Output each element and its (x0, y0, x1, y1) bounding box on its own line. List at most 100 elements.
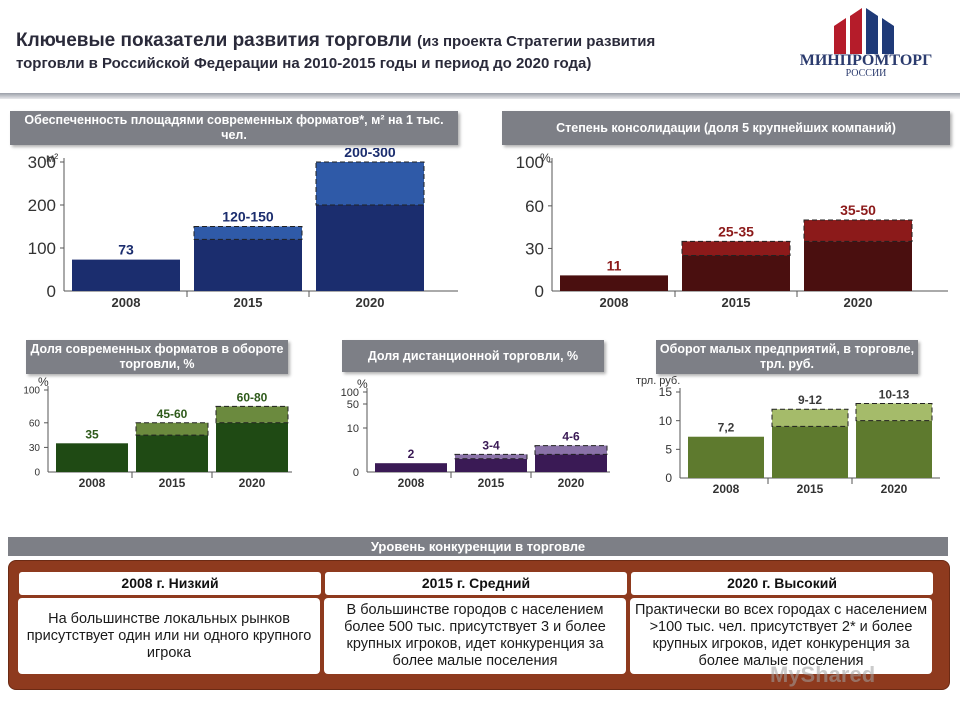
data-label: 2 (408, 447, 415, 461)
chart-3-title: Доля современных форматов в обороте торг… (26, 340, 288, 374)
bar-range (193, 226, 303, 240)
y-tick-label: 10 (659, 414, 673, 428)
bar-base (72, 259, 180, 291)
axis-unit: % (357, 377, 368, 391)
chart-1-title-text: Обеспеченность площадями современных фор… (24, 113, 444, 142)
y-tick-label: 60 (525, 197, 544, 216)
x-tick-label: 2008 (600, 295, 629, 310)
bar-range (855, 402, 933, 422)
y-tick-label: 30 (29, 443, 41, 454)
data-label: 200-300 (344, 148, 396, 160)
level-2008: 2008 г. Низкий (18, 571, 322, 596)
x-tick-label: 2008 (398, 476, 425, 490)
bar-base (688, 436, 764, 478)
data-label: 35 (85, 427, 99, 441)
x-tick-label: 2015 (722, 295, 751, 310)
axis-unit: % (38, 376, 49, 389)
data-label: 73 (118, 242, 134, 258)
bar-base (375, 463, 447, 472)
data-label: 4-6 (562, 430, 580, 444)
y-tick-label: 100 (341, 387, 359, 399)
bar-base (682, 255, 790, 291)
bar-base (136, 435, 208, 472)
logo-sub: РОССИИ (845, 68, 887, 79)
x-tick-label: 2015 (797, 482, 824, 496)
x-tick-label: 2008 (79, 476, 106, 490)
x-tick-label: 2020 (881, 482, 908, 496)
x-tick-label: 2015 (234, 295, 263, 310)
bar-base (216, 422, 288, 472)
chart-modern-formats: % 0 30 60 100 35 2008 45-60 2015 60-80 2020 (23, 376, 292, 490)
bar-range (135, 422, 209, 436)
bar-range (454, 453, 528, 460)
title-line2: торговли в Российской Федерации на 2010-… (16, 55, 592, 72)
bar-base (56, 443, 128, 472)
bar-range (681, 240, 791, 257)
chart-consolidation: % 0 30 60 100 11 2008 25-35 2015 35-50 2020 (516, 151, 948, 310)
x-tick-label: 2020 (239, 476, 266, 490)
x-tick-label: 2015 (159, 476, 186, 490)
chart-4-title: Доля дистанционной торговли, % (342, 340, 604, 372)
data-label: 11 (607, 257, 622, 273)
y-tick-label: 10 (347, 423, 359, 435)
x-tick-label: 2020 (844, 295, 873, 310)
data-label: 10-13 (879, 387, 910, 401)
header-separator (0, 93, 960, 99)
y-tick-label: 0 (353, 467, 359, 479)
y-tick-label: 200 (28, 196, 56, 215)
bar-base (535, 454, 607, 472)
y-tick-label: 0 (47, 282, 56, 301)
x-tick-label: 2008 (112, 295, 141, 310)
page-title: Ключевые показатели развития торговли (и… (16, 30, 786, 53)
chart-3-title-text: Доля современных форматов в обороте торг… (30, 342, 284, 371)
y-tick-label: 100 (28, 239, 56, 258)
bar-base (804, 241, 912, 291)
bar-base (316, 205, 424, 291)
title-text: Ключевые показатели развития торговли (16, 30, 412, 51)
y-tick-label: 300 (28, 153, 56, 172)
desc-2020: Практически во всех городах с населением… (630, 598, 932, 674)
x-tick-label: 2008 (713, 482, 740, 496)
bar-base (194, 239, 302, 291)
bar-range (534, 445, 608, 455)
chart-2-title-text: Степень консолидации (доля 5 крупнейших … (556, 120, 896, 135)
y-tick-label: 15 (659, 385, 673, 399)
bar-range (215, 405, 289, 424)
y-tick-label: 100 (516, 153, 544, 172)
chart-4-title-text: Доля дистанционной торговли, % (367, 348, 579, 363)
chart-1-title: Обеспеченность площадями современных фор… (10, 111, 458, 145)
x-tick-label: 2015 (478, 476, 505, 490)
desc-2008: На большинстве локальных рынков присутст… (18, 598, 320, 674)
y-tick-label: 50 (347, 399, 359, 411)
x-tick-label: 2020 (356, 295, 385, 310)
chart-floor-space: м² 0 100 200 300 73 2008 120-150 2015 200-300 2020 (28, 148, 458, 310)
y-tick-label: 100 (23, 386, 40, 397)
data-label: 60-80 (237, 390, 268, 404)
competition-title: Уровень конкуренции в торговле (8, 537, 948, 556)
y-tick-label: 0 (535, 282, 544, 301)
bar-base (455, 458, 527, 472)
desc-2015: В большинстве городов с населением более… (324, 598, 626, 674)
level-2020: 2020 г. Высокий (630, 571, 934, 596)
title-suffix: (из проекта Стратегии развития (417, 33, 656, 50)
x-tick-label: 2020 (558, 476, 585, 490)
y-tick-label: 0 (665, 471, 672, 485)
data-label: 25-35 (718, 223, 754, 239)
axis-unit: м² (46, 151, 58, 165)
axis-unit: трл. руб. (636, 375, 680, 387)
data-label: 3-4 (482, 438, 500, 452)
watermark: MyShared (770, 662, 876, 687)
logo-name: МИНПРОМТОРГ (799, 52, 933, 69)
y-tick-label: 5 (665, 443, 672, 457)
level-2015: 2015 г. Средний (324, 571, 628, 596)
chart-small-business: трл. руб. 0 5 10 15 7,2 2008 9-12 2015 10-13 2020 (636, 375, 940, 496)
bar-range (771, 408, 849, 427)
data-label: 35-50 (840, 202, 876, 218)
data-label: 7,2 (718, 421, 735, 435)
chart-5-title-text: Оборот малых предприятий, в торговле, тр… (659, 342, 915, 371)
bar-base (856, 420, 932, 478)
ministry-emblem-icon (834, 8, 894, 54)
chart-5-title: Оборот малых предприятий, в торговле, тр… (656, 340, 918, 374)
data-label: 45-60 (157, 407, 188, 421)
